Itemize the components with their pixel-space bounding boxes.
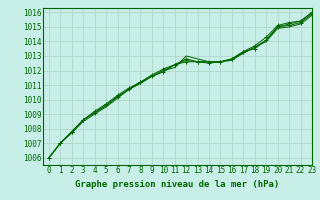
X-axis label: Graphe pression niveau de la mer (hPa): Graphe pression niveau de la mer (hPa) bbox=[76, 180, 280, 189]
